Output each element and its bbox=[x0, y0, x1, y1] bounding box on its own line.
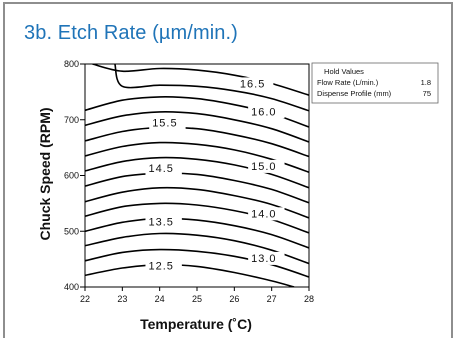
contour-line bbox=[85, 232, 309, 265]
contour-label-bg bbox=[145, 215, 182, 229]
contour-label: 14.5 bbox=[148, 163, 173, 175]
contour-line bbox=[92, 64, 309, 96]
legend-box bbox=[311, 62, 439, 104]
contour-line bbox=[114, 64, 309, 112]
contour-line bbox=[85, 126, 309, 158]
x-tick-label: 27 bbox=[267, 294, 277, 304]
y-tick-label: 400 bbox=[64, 282, 79, 292]
x-tick-label: 26 bbox=[229, 294, 239, 304]
x-axis-title: Temperature (˚C) bbox=[140, 316, 252, 332]
legend-item-value: 1.8 bbox=[421, 78, 431, 87]
y-tick-label: 700 bbox=[64, 115, 79, 125]
contour-label: 12.5 bbox=[148, 261, 173, 273]
legend-item-label: Dispense Profile (mm) bbox=[317, 89, 392, 98]
contour-line bbox=[85, 172, 309, 204]
contour-line bbox=[85, 156, 309, 189]
contour-label: 13.0 bbox=[251, 253, 276, 265]
x-tick-label: 25 bbox=[192, 294, 202, 304]
contour-line bbox=[85, 263, 295, 287]
contour-label: 16.0 bbox=[251, 106, 276, 118]
axis-ticks: 22 23 24 25 26 27 28 400 500 600 700 800 bbox=[64, 59, 314, 304]
contour-line bbox=[85, 141, 309, 173]
legend-title: Hold Values bbox=[324, 67, 364, 76]
contour-label-bg bbox=[149, 116, 186, 130]
y-tick-label: 600 bbox=[64, 171, 79, 181]
contour-label-bg bbox=[248, 159, 285, 173]
contour-labels: 16.5 16.0 15.5 15.0 14.5 14.0 13.5 13.0 12.5 bbox=[145, 77, 285, 273]
y-tick-label: 800 bbox=[64, 59, 79, 69]
contour-label-bg bbox=[248, 105, 285, 119]
contour-label-bg bbox=[248, 207, 285, 221]
x-tick-label: 24 bbox=[155, 294, 165, 304]
y-tick-label: 500 bbox=[64, 226, 79, 236]
contour-line bbox=[85, 186, 309, 219]
contour-line bbox=[85, 217, 309, 249]
y-axis-title: Chuck Speed (RPM) bbox=[37, 107, 53, 240]
hold-values-legend: Hold Values Flow Rate (L/min.) 1.8 Dispe… bbox=[311, 62, 439, 104]
chart-title: 3b. Etch Rate (µm/min.) bbox=[24, 22, 238, 44]
contour-label: 16.5 bbox=[240, 78, 265, 90]
x-tick-label: 28 bbox=[304, 294, 314, 304]
legend-item-label: Flow Rate (L/min.) bbox=[317, 78, 379, 87]
chart-frame bbox=[3, 2, 453, 338]
contour-label: 15.0 bbox=[251, 161, 276, 173]
contour-line bbox=[85, 111, 309, 143]
contour-label-bg bbox=[145, 162, 182, 176]
contour-label-bg bbox=[145, 259, 182, 273]
contour-label: 13.5 bbox=[148, 217, 173, 229]
contour-label-bg bbox=[248, 251, 285, 265]
legend-item-value: 75 bbox=[423, 89, 431, 98]
contour-label: 15.5 bbox=[152, 117, 177, 129]
contour-label: 14.0 bbox=[251, 208, 276, 220]
x-tick-label: 23 bbox=[117, 294, 127, 304]
x-tick-label: 22 bbox=[80, 294, 90, 304]
contour-label-bg bbox=[236, 77, 274, 91]
